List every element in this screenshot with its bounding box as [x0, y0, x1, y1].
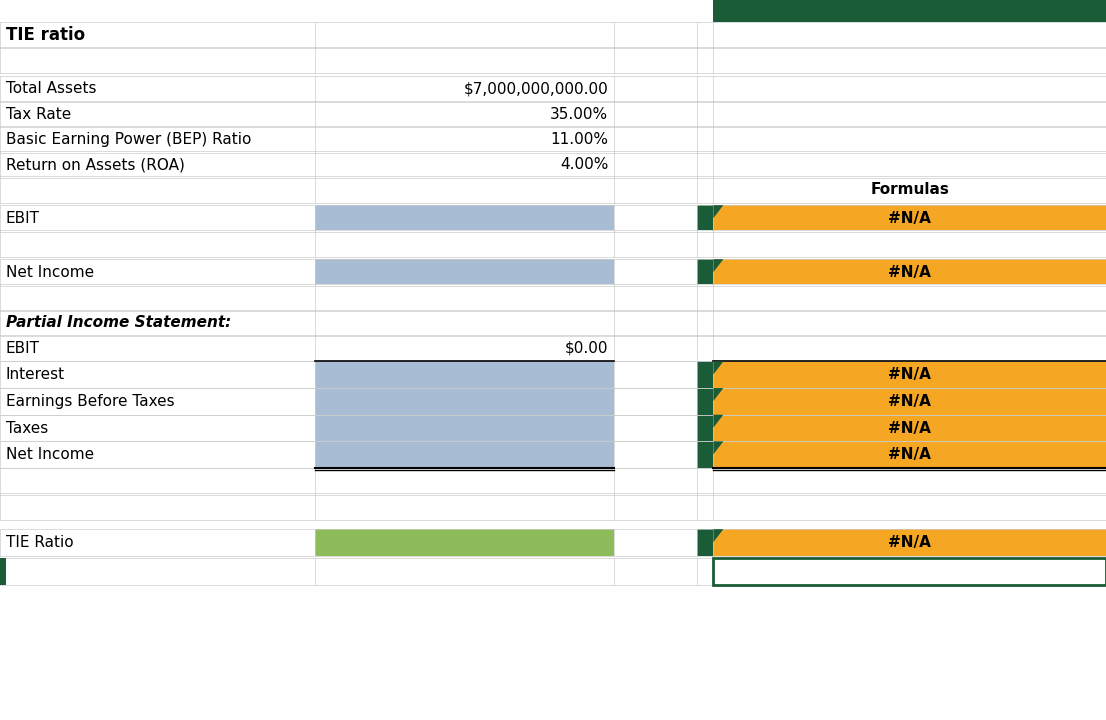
- Bar: [697, 205, 713, 232]
- Bar: [315, 529, 614, 556]
- Polygon shape: [713, 415, 723, 428]
- Bar: [614, 415, 697, 441]
- Bar: [614, 259, 697, 286]
- Text: Formulas: Formulas: [870, 182, 949, 197]
- Bar: [614, 205, 697, 232]
- Polygon shape: [713, 259, 723, 272]
- Text: TIE ratio: TIE ratio: [6, 26, 85, 44]
- Bar: [0, 101, 1106, 127]
- Bar: [0, 529, 315, 556]
- Bar: [614, 361, 697, 388]
- Text: Net Income: Net Income: [6, 447, 94, 462]
- Bar: [0, 310, 1106, 336]
- Bar: [713, 259, 1106, 286]
- Bar: [0, 361, 315, 388]
- Text: #N/A: #N/A: [888, 535, 931, 550]
- Bar: [713, 388, 1106, 415]
- Bar: [315, 205, 614, 232]
- Bar: [697, 415, 713, 441]
- Bar: [0, 76, 1106, 102]
- Polygon shape: [713, 361, 723, 374]
- Bar: [0, 47, 1106, 73]
- Bar: [0, 441, 315, 468]
- Text: #N/A: #N/A: [888, 420, 931, 436]
- Bar: [315, 415, 614, 441]
- Bar: [0, 335, 1106, 361]
- Bar: [713, 205, 1106, 232]
- Text: 35.00%: 35.00%: [550, 107, 608, 122]
- Bar: [697, 441, 713, 468]
- Text: Return on Assets (ROA): Return on Assets (ROA): [6, 157, 185, 172]
- Bar: [0, 22, 1106, 48]
- Polygon shape: [713, 441, 723, 454]
- Bar: [0, 205, 315, 232]
- Text: Interest: Interest: [6, 367, 64, 382]
- Text: #N/A: #N/A: [888, 211, 931, 226]
- Text: Tax Rate: Tax Rate: [6, 107, 71, 122]
- Bar: [0, 176, 1106, 203]
- Text: #N/A: #N/A: [888, 265, 931, 280]
- Bar: [713, 441, 1106, 468]
- Bar: [697, 259, 713, 286]
- Bar: [0, 558, 1106, 585]
- Text: 11.00%: 11.00%: [551, 132, 608, 147]
- Text: #N/A: #N/A: [888, 394, 931, 409]
- Bar: [315, 361, 614, 388]
- Text: Total Assets: Total Assets: [6, 81, 96, 96]
- Bar: [0, 558, 6, 585]
- Bar: [713, 415, 1106, 441]
- Text: $7,000,000,000.00: $7,000,000,000.00: [463, 81, 608, 96]
- Text: EBIT: EBIT: [6, 211, 40, 226]
- Bar: [315, 441, 614, 468]
- Bar: [0, 151, 1106, 178]
- Bar: [315, 388, 614, 415]
- Bar: [713, 20, 1106, 22]
- Text: EBIT: EBIT: [6, 341, 40, 356]
- Text: #N/A: #N/A: [888, 447, 931, 462]
- Text: Earnings Before Taxes: Earnings Before Taxes: [6, 394, 174, 409]
- Text: Basic Earning Power (BEP) Ratio: Basic Earning Power (BEP) Ratio: [6, 132, 251, 147]
- Text: TIE Ratio: TIE Ratio: [6, 535, 73, 550]
- Text: $0.00: $0.00: [565, 341, 608, 356]
- Bar: [0, 468, 1106, 495]
- Bar: [0, 284, 1106, 311]
- Bar: [0, 388, 315, 415]
- Bar: [0, 558, 6, 585]
- Text: Net Income: Net Income: [6, 265, 94, 280]
- Bar: [0, 230, 1106, 257]
- Polygon shape: [713, 205, 723, 218]
- Bar: [697, 361, 713, 388]
- Bar: [697, 529, 713, 556]
- Bar: [713, 529, 1106, 556]
- Bar: [713, 0, 1106, 22]
- Bar: [614, 441, 697, 468]
- Bar: [713, 361, 1106, 388]
- Bar: [0, 415, 315, 441]
- Text: Taxes: Taxes: [6, 420, 48, 436]
- Text: Partial Income Statement:: Partial Income Statement:: [6, 315, 231, 330]
- Bar: [697, 388, 713, 415]
- Bar: [614, 529, 697, 556]
- Text: 4.00%: 4.00%: [560, 157, 608, 172]
- Polygon shape: [713, 529, 723, 542]
- Bar: [315, 259, 614, 286]
- Bar: [0, 126, 1106, 153]
- Polygon shape: [713, 388, 723, 401]
- Text: #N/A: #N/A: [888, 367, 931, 382]
- Bar: [614, 388, 697, 415]
- Bar: [713, 558, 1106, 585]
- Bar: [0, 493, 1106, 520]
- Bar: [0, 259, 315, 286]
